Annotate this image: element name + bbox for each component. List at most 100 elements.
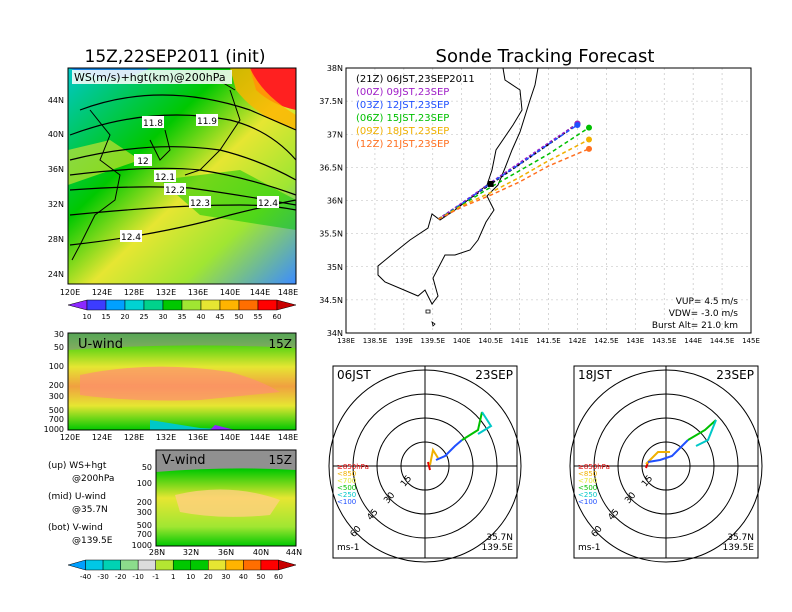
u-x-tick: 124E [92,433,112,442]
track-legend: (21Z) 06JST,23SEP2011 (00Z) 09JST,23SEP … [356,74,475,150]
track-params: VUP= 4.5 m/s VDW= -3.0 m/s Burst Alt= 21… [652,297,738,331]
colorbar-label: 35 [178,313,187,321]
track-panel: (21Z) 06JST,23SEP2011 (00Z) 09JST,23SEP … [319,64,760,345]
track-y-tick: 34N [327,329,343,338]
colorbar-bottom: -40 -30 -20 -10 -1 1 10 20 30 40 50 60 [67,559,297,581]
v-y-ticks: 50 100 200 300 500 700 1000 [132,463,152,550]
track-series [438,120,592,220]
track-y-tick: 34.5N [319,296,343,305]
track-y-tick: 37N [327,130,343,139]
u-y-tick: 50 [54,343,64,352]
note-bot-b: @139.5E [72,536,113,546]
v-y-tick: 500 [137,521,152,530]
track-legend-entry: (09Z) 18JST,23SEP [356,126,449,137]
u-x-tick: 132E [156,433,176,442]
track-endpoint [586,136,592,143]
track-x-tick: 142E [569,337,587,345]
colorbar-swatch [105,299,126,311]
track-y-ticks: 38N 37.5N 37N 36.5N 36N 35.5N 35N 34.5N 34N [319,64,343,338]
colorbar-top: 10 15 20 25 30 35 40 45 50 55 60 [67,299,297,321]
colorbar-label: -30 [97,573,108,581]
colorbar-swatch [124,299,145,311]
colorbar-swatch [257,299,278,311]
track-x-tick: 141.5E [536,337,560,345]
track-x-tick: 144.5E [710,337,734,345]
track-x-tick: 143E [626,337,644,345]
polar-level-label: <850 [337,470,356,478]
contour-label: 12.2 [165,186,185,196]
map-y-tick: 28N [48,235,64,244]
v-wind-panel: V-wind 15Z 50 100 200 300 500 700 1000 2… [132,449,302,557]
note-mid-b: @35.7N [72,505,108,515]
polar-level-label: <500 [337,484,356,492]
map-panel-label: WS(m/s)+hgt(km)@200hPa [74,71,226,84]
colorbar-label: 50 [256,573,265,581]
colorbar-swatch [67,559,86,571]
track-x-tick: 144E [684,337,702,345]
track-legend-entry: (12Z) 21JST,23SEP [356,139,449,150]
track-x-tick: 138E [337,337,355,345]
param-vup: VUP= 4.5 m/s [676,297,739,307]
u-x-ticks: 120E 124E 128E 132E 136E 140E 144E 148E [60,433,298,442]
contour-label: 11.8 [143,119,163,129]
polar-lat: 35.7N [486,533,513,543]
hodograph-trace [435,439,463,461]
hodograph-trace [647,439,689,463]
u-wind-panel: U-wind 15Z 30 50 100 200 300 500 700 100… [44,330,299,442]
track-y-tick: 35.5N [319,230,343,239]
track-legend-entry: (21Z) 06JST,23SEP2011 [356,74,475,85]
note-mid-a: (mid) U-wind [48,492,106,502]
param-vdw: VDW= -3.0 m/s [669,309,739,319]
colorbar-label: 30 [159,313,168,321]
colorbar-swatch [162,299,183,311]
note-up-b: @200hPa [72,474,114,484]
contour-label: 12 [137,157,148,167]
colorbar-label: 15 [102,313,111,321]
colorbar-swatch [155,559,174,571]
colorbar-swatch [181,299,202,311]
param-burst: Burst Alt= 21.0 km [652,321,738,331]
v-y-tick: 300 [137,508,152,517]
v-x-tick: 32N [183,548,199,557]
colorbar-swatch [137,559,156,571]
colorbar-swatch [85,559,104,571]
note-up-a: (up) WS+hgt [48,461,107,471]
polar-level-label: <100 [578,498,597,506]
colorbar-label: -20 [115,573,126,581]
map-x-tick: 140E [220,288,240,297]
colorbar-label: 10 [83,313,92,321]
colorbar-swatch [86,299,107,311]
colorbar-swatch [276,299,297,311]
polar-unit: ms-1 [337,543,359,553]
u-x-tick: 144E [250,433,270,442]
track-x-tick: 145E [742,337,760,345]
map-y-tick: 40N [48,130,64,139]
polar-unit: ms-1 [578,543,600,553]
v-wind-time: 15Z [269,453,293,467]
left-title: 15Z,22SEP2011 (init) [85,47,266,67]
track-x-tick: 139E [395,337,413,345]
polar-time: 18JST [578,368,612,382]
colorbar-label: 20 [121,313,130,321]
v-y-tick: 200 [137,498,152,507]
v-x-ticks: 28N 32N 36N 40N 44N [149,548,302,557]
colorbar-label: 60 [274,573,283,581]
polar-level-label: <100 [337,498,356,506]
v-wind-label: V-wind [162,453,206,468]
track-line [438,124,578,220]
contour-label: 12.4 [258,199,278,209]
colorbar-swatch [200,299,221,311]
map-x-tick: 120E [60,288,80,297]
track-x-tick: 142.5E [594,337,618,345]
contour-labels: 11.8 11.9 12 12.1 12.2 12.3 12.4 12.4 [120,114,279,243]
u-y-tick: 100 [49,362,64,371]
colorbar-swatch [278,559,297,571]
jet-core-shading [250,68,296,110]
map-x-tick: 124E [92,288,112,297]
track-endpoint [586,145,592,152]
track-line [438,148,590,220]
colorbar-swatch [172,559,192,571]
contour-label: 12.3 [190,199,210,209]
colorbar-swatch [260,559,279,571]
